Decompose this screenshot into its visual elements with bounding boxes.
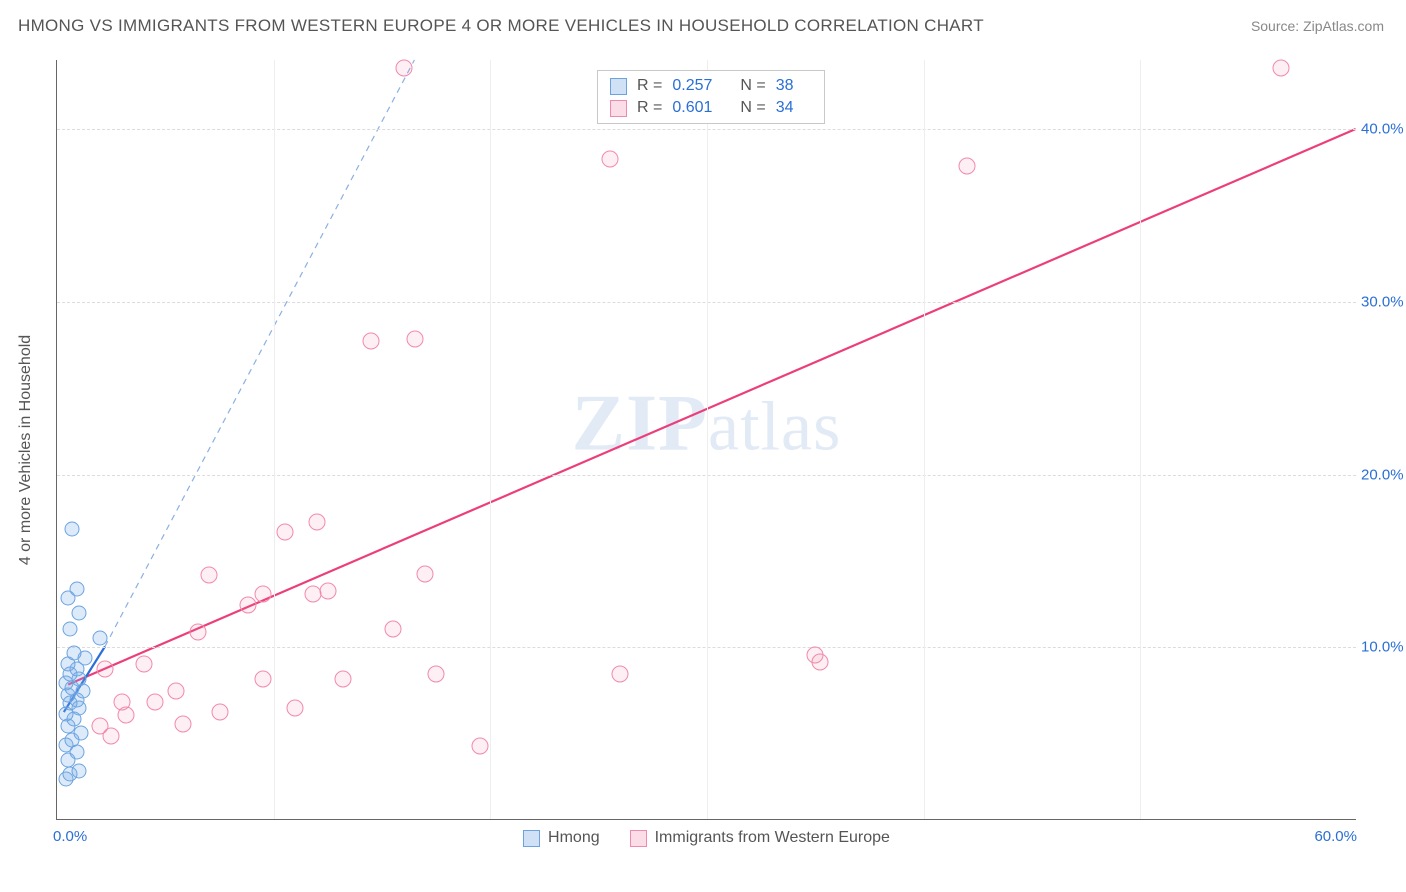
gridline-v (707, 60, 708, 819)
scatter-point-western_europe (96, 660, 113, 677)
scatter-point-western_europe (287, 700, 304, 717)
legend-label-we: Immigrants from Western Europe (655, 829, 890, 847)
scatter-point-western_europe (471, 738, 488, 755)
n-label: N = (740, 99, 765, 117)
scatter-point-western_europe (384, 621, 401, 638)
scatter-point-western_europe (612, 665, 629, 682)
scatter-point-hmong (71, 763, 86, 778)
n-value-we: 34 (776, 99, 794, 117)
scatter-point-western_europe (211, 703, 228, 720)
gridline-v (490, 60, 491, 819)
r-label: R = (637, 77, 662, 95)
gridline-v (924, 60, 925, 819)
y-tick-label: 40.0% (1361, 121, 1406, 138)
legend-item-we: Immigrants from Western Europe (630, 829, 890, 847)
scatter-point-hmong (71, 606, 86, 621)
x-tick-label-left: 0.0% (53, 828, 87, 845)
scatter-point-western_europe (200, 567, 217, 584)
y-tick-label: 20.0% (1361, 466, 1406, 483)
scatter-point-western_europe (309, 513, 326, 530)
gridline-v (274, 60, 275, 819)
legend-label-hmong: Hmong (548, 829, 600, 847)
scatter-point-western_europe (114, 693, 131, 710)
x-tick-label-right: 60.0% (1314, 828, 1357, 845)
scatter-point-western_europe (417, 565, 434, 582)
scatter-point-western_europe (92, 717, 109, 734)
scatter-point-western_europe (601, 151, 618, 168)
source-link[interactable]: ZipAtlas.com (1303, 18, 1384, 34)
scatter-point-western_europe (406, 330, 423, 347)
scatter-point-western_europe (807, 646, 824, 663)
stats-row-hmong: R = 0.257 N = 38 (598, 75, 824, 97)
stats-row-we: R = 0.601 N = 34 (598, 97, 824, 119)
scatter-point-western_europe (319, 583, 336, 600)
scatter-point-western_europe (168, 683, 185, 700)
scatter-point-western_europe (174, 716, 191, 733)
scatter-point-hmong (65, 521, 80, 536)
swatch-hmong-icon (610, 78, 627, 95)
gridline-v (1140, 60, 1141, 819)
scatter-point-western_europe (276, 524, 293, 541)
scatter-point-western_europe (189, 624, 206, 641)
scatter-point-western_europe (146, 693, 163, 710)
scatter-point-western_europe (428, 665, 445, 682)
swatch-hmong-icon (523, 830, 540, 847)
y-tick-label: 10.0% (1361, 639, 1406, 656)
scatter-point-hmong (73, 725, 88, 740)
n-label: N = (740, 77, 765, 95)
scatter-point-western_europe (959, 158, 976, 175)
y-tick-label: 30.0% (1361, 293, 1406, 310)
scatter-point-western_europe (135, 655, 152, 672)
r-value-we: 0.601 (672, 99, 712, 117)
scatter-point-western_europe (363, 332, 380, 349)
scatter-point-hmong (63, 622, 78, 637)
scatter-point-western_europe (254, 586, 271, 603)
bottom-legend: Hmong Immigrants from Western Europe (57, 829, 1356, 847)
swatch-we-icon (630, 830, 647, 847)
y-axis-label: 4 or more Vehicles in Household (17, 335, 35, 565)
chart-container: 4 or more Vehicles in Household ZIPatlas… (46, 50, 1386, 850)
source-prefix: Source: (1251, 18, 1303, 34)
scatter-point-hmong (67, 646, 82, 661)
scatter-point-hmong (93, 630, 108, 645)
stats-legend: R = 0.257 N = 38 R = 0.601 N = 34 (597, 70, 825, 124)
r-value-hmong: 0.257 (672, 77, 712, 95)
n-value-hmong: 38 (776, 77, 794, 95)
source-attribution: Source: ZipAtlas.com (1251, 18, 1384, 34)
legend-item-hmong: Hmong (523, 829, 600, 847)
chart-title: HMONG VS IMMIGRANTS FROM WESTERN EUROPE … (18, 16, 984, 36)
plot-area: ZIPatlas R = 0.257 N = 38 R = 0.601 N = … (56, 60, 1356, 820)
r-label: R = (637, 99, 662, 117)
scatter-point-western_europe (335, 671, 352, 688)
scatter-point-hmong (69, 582, 84, 597)
scatter-point-western_europe (395, 59, 412, 76)
scatter-point-western_europe (254, 671, 271, 688)
scatter-point-western_europe (1273, 59, 1290, 76)
scatter-point-western_europe (239, 596, 256, 613)
swatch-we-icon (610, 100, 627, 117)
